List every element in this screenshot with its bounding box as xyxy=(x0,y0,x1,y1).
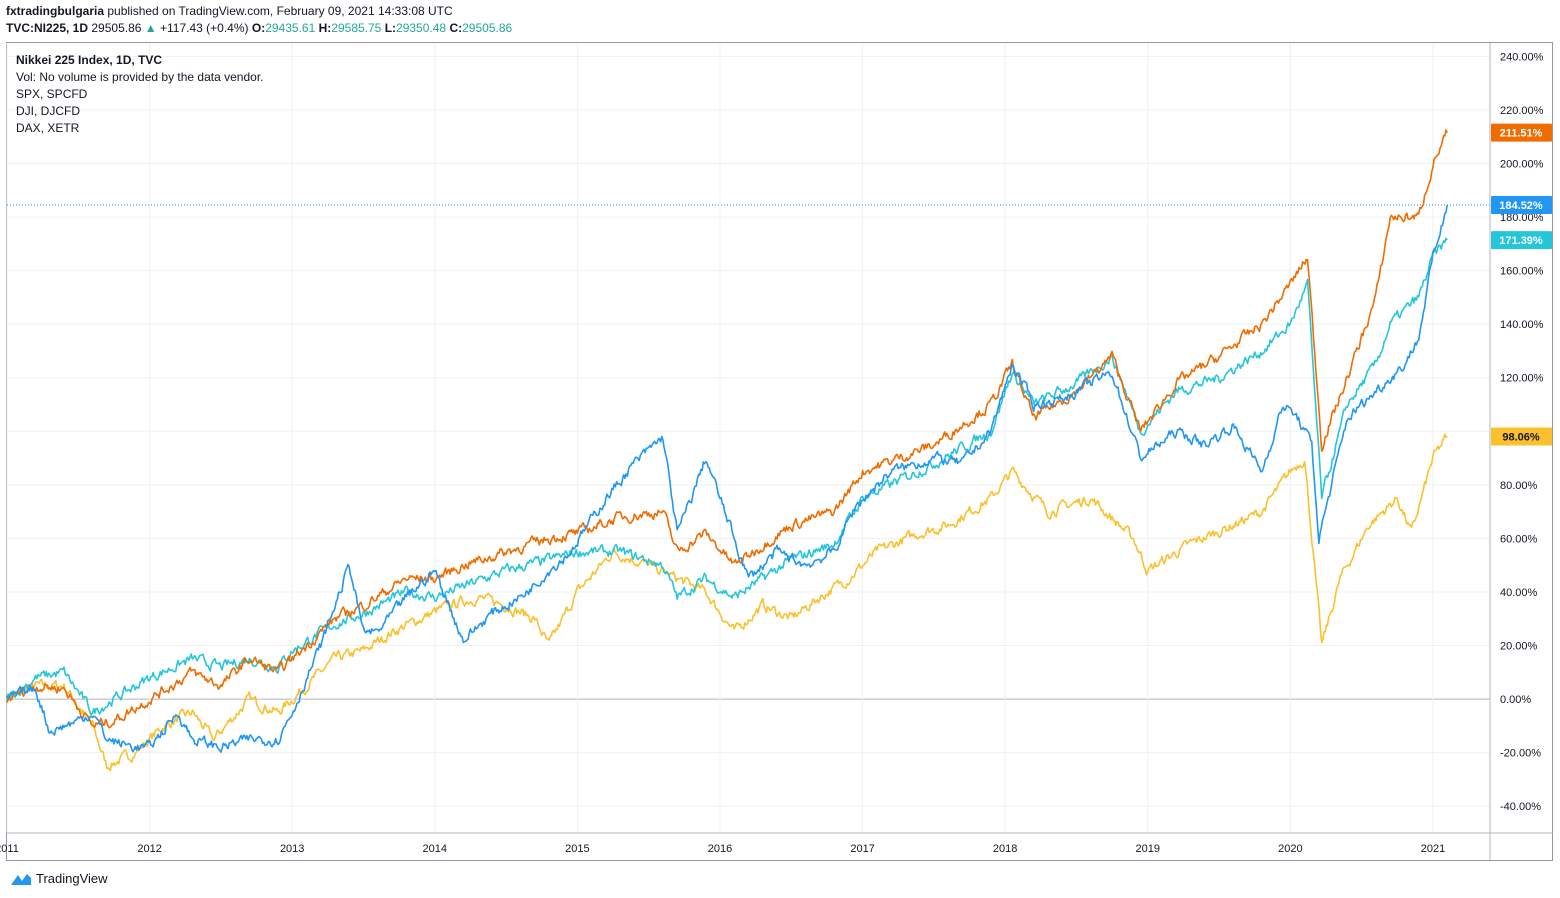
open-label: O: xyxy=(251,21,266,35)
price-tag-dji xyxy=(1491,231,1552,250)
y-tick-label: 20.00% xyxy=(1500,641,1538,653)
x-tick-label: 2011 xyxy=(0,843,19,855)
legend-title[interactable]: Nikkei 225 Index, 1D, TVC xyxy=(16,53,163,67)
price-tag-label-dax: 98.06% xyxy=(1502,432,1540,444)
published-text: published on TradingView.com, February 0… xyxy=(104,4,453,18)
price-tag-label-nikkei: 184.52% xyxy=(1499,200,1543,212)
y-tick-label: 240.00% xyxy=(1500,51,1544,63)
high-value: 29585.75 xyxy=(331,21,382,35)
x-tick-label: 2013 xyxy=(280,843,304,855)
low-value: 29350.48 xyxy=(396,21,447,35)
ohlc-bar: TVC:NI225, 1D 29505.86 ▲ +117.43 (+0.4%)… xyxy=(6,21,512,35)
x-tick-label: 2017 xyxy=(850,843,874,855)
y-tick-label: 180.00% xyxy=(1500,212,1544,224)
author-name[interactable]: fxtradingbulgaria xyxy=(6,4,105,18)
y-tick-label: 140.00% xyxy=(1500,319,1544,331)
price-tag-label-dji: 171.39% xyxy=(1499,235,1543,247)
publish-info: fxtradingbulgaria published on TradingVi… xyxy=(6,4,453,18)
legend-item-spx[interactable]: SPX, SPCFD xyxy=(16,87,88,101)
x-tick-label: 2021 xyxy=(1421,843,1445,855)
price-tag-dax xyxy=(1491,427,1552,446)
change-arrow-icon: ▲ xyxy=(144,21,157,35)
x-tick-label: 2018 xyxy=(993,843,1017,855)
series-line-nikkei xyxy=(6,204,1448,753)
legend-volume-note: Vol: No volume is provided by the data v… xyxy=(16,70,264,84)
x-tick-label: 2020 xyxy=(1278,843,1302,855)
close-label: C: xyxy=(449,21,463,35)
change-value: +117.43 (+0.4%) xyxy=(160,21,249,35)
price-tag-spx xyxy=(1491,123,1552,142)
y-tick-label: 200.00% xyxy=(1500,159,1544,171)
tradingview-logo-icon xyxy=(11,873,31,885)
x-tick-label: 2019 xyxy=(1136,843,1160,855)
symbol-label: TVC:NI225, 1D xyxy=(6,21,89,35)
tradingview-brand[interactable]: TradingView xyxy=(10,871,108,886)
y-tick-label: 80.00% xyxy=(1500,480,1538,492)
last-price: 29505.86 xyxy=(91,21,142,35)
chart-legend: Nikkei 225 Index, 1D, TVC Vol: No volume… xyxy=(16,52,263,137)
series-line-dax xyxy=(6,433,1448,772)
price-tag-nikkei xyxy=(1491,195,1552,214)
legend-item-dji[interactable]: DJI, DJCFD xyxy=(16,104,80,118)
close-value: 29505.86 xyxy=(462,21,513,35)
y-tick-label: 60.00% xyxy=(1500,533,1538,545)
y-tick-label: 40.00% xyxy=(1500,587,1538,599)
open-value: 29435.61 xyxy=(265,21,316,35)
x-tick-label: 2016 xyxy=(708,843,732,855)
y-tick-label: -40.00% xyxy=(1500,801,1541,813)
y-tick-label: 0.00% xyxy=(1500,694,1531,706)
x-tick-label: 2014 xyxy=(423,843,447,855)
y-tick-label: 220.00% xyxy=(1500,105,1544,117)
y-tick-label: 120.00% xyxy=(1500,373,1544,385)
low-label: L: xyxy=(384,21,397,35)
y-tick-label: -20.00% xyxy=(1500,748,1541,760)
legend-item-dax[interactable]: DAX, XETR xyxy=(16,121,80,135)
x-tick-label: 2012 xyxy=(137,843,161,855)
y-tick-label: 160.00% xyxy=(1500,266,1544,278)
high-label: H: xyxy=(318,21,332,35)
brand-name: TradingView xyxy=(36,871,108,886)
series-line-spx xyxy=(6,129,1448,729)
x-tick-label: 2015 xyxy=(565,843,589,855)
series-line-dji xyxy=(6,237,1448,716)
price-tag-label-spx: 211.51% xyxy=(1500,128,1543,140)
